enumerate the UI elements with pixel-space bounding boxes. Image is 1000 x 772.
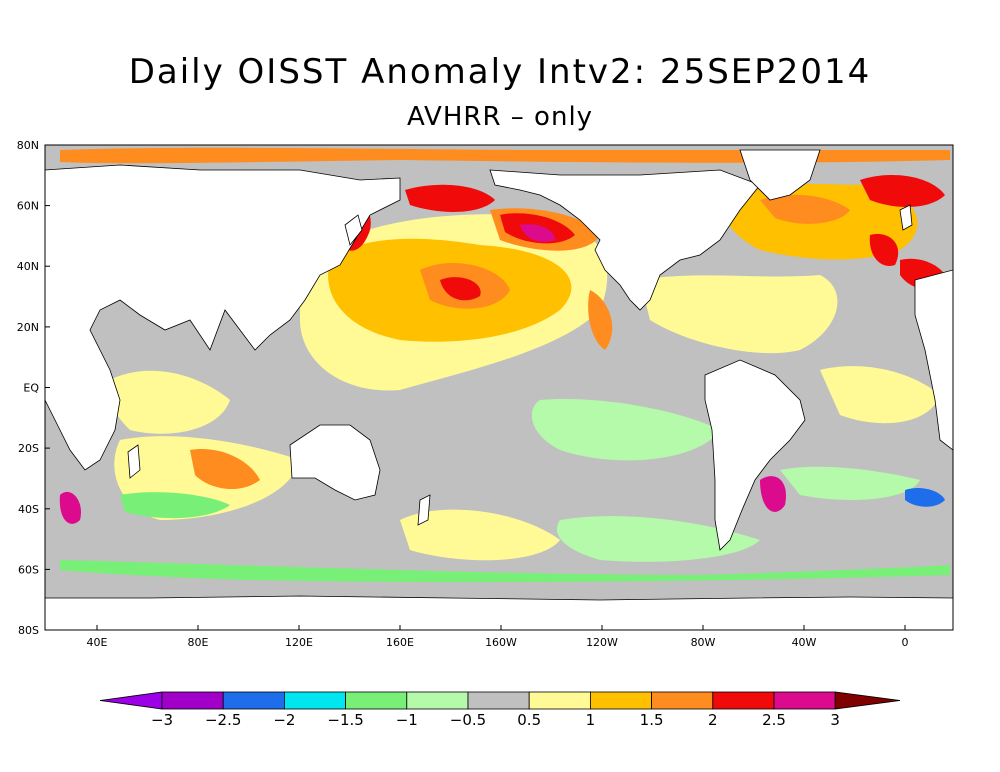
colorbar-label: −2.5 [205,711,241,729]
anomaly-field [45,147,953,630]
colorbar: −3 −2.5 −2 −1.5 −1 −0.5 0.5 1 1.5 2 2.5 3 [99,691,901,729]
colorbar-swatch [345,691,408,710]
colorbar-arrow-low [99,691,163,710]
colorbar-label: 2 [708,711,718,729]
colorbar-swatch [467,691,530,710]
colorbar-label: 1 [586,711,596,729]
colorbar-swatch [528,691,591,710]
lat-label: 60N [17,200,39,213]
lon-label: 160W [485,636,517,649]
lon-label: 40W [792,636,817,649]
colorbar-label: −1 [396,711,418,729]
colorbar-label: 1.5 [640,711,664,729]
lon-label: 80E [188,636,209,649]
map-title: Daily OISST Anomaly Intv2: 25SEP2014 [128,52,872,92]
lon-label: 80W [691,636,716,649]
colorbar-label: 3 [830,711,840,729]
lat-label: 40S [18,503,39,516]
lon-label: 40E [87,636,108,649]
colorbar-arrow-high [834,691,901,710]
colorbar-swatch [651,691,714,710]
lon-label: 120W [586,636,618,649]
latitude-axis: 80N 60N 40N 20N EQ 20S 40S 60S 80S [17,139,50,637]
land-masses [45,149,953,630]
map-subtitle: AVHRR – only [406,102,594,132]
colorbar-label: −0.5 [450,711,486,729]
lon-label: 120E [285,636,313,649]
longitude-axis: 40E 80E 120E 160E 160W 120W 80W 40W 0 [87,625,909,649]
colorbar-label: −1.5 [327,711,363,729]
colorbar-swatch [161,691,224,710]
lon-label: 160E [386,636,414,649]
colorbar-label: −3 [151,711,173,729]
lat-label: 40N [17,260,39,273]
lon-label: 0 [902,636,909,649]
lat-label: 80N [17,139,39,152]
colorbar-swatch [283,691,346,710]
lat-label: 60S [18,563,39,576]
lat-label: 80S [18,624,39,637]
colorbar-label: −2 [273,711,295,729]
colorbar-swatch [773,691,836,710]
lat-label: EQ [23,382,39,395]
colorbar-swatch [222,691,285,710]
colorbar-swatch [712,691,775,710]
colorbar-label: 0.5 [517,711,541,729]
colorbar-label: 2.5 [762,711,786,729]
lat-label: 20S [18,442,39,455]
colorbar-swatch [406,691,469,710]
lat-label: 20N [17,321,39,334]
colorbar-swatch [590,691,653,710]
